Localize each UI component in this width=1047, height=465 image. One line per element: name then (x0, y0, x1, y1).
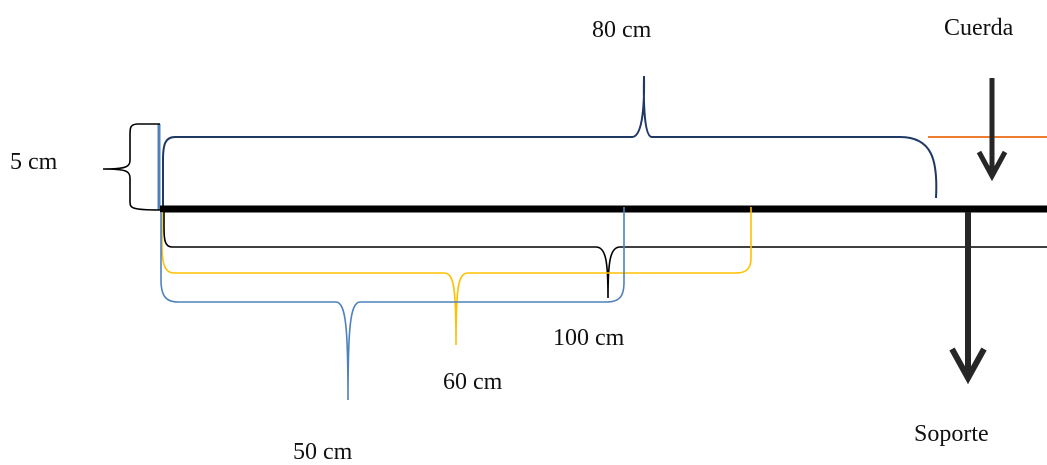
brace-60cm (161, 207, 752, 346)
label-cuerda: Cuerda (944, 15, 1014, 41)
label-5cm: 5 cm (10, 149, 58, 175)
support-arrow (949, 212, 987, 385)
brace-50cm (160, 207, 625, 401)
label-80cm: 80 cm (592, 17, 652, 43)
label-soporte: Soporte (914, 421, 989, 447)
rope-arrow (976, 78, 1008, 182)
brace-100cm (163, 212, 1047, 299)
label-60cm: 60 cm (443, 369, 503, 395)
brace-80cm (162, 75, 938, 206)
label-50cm: 50 cm (293, 439, 353, 465)
label-100cm: 100 cm (553, 325, 625, 351)
brace-5cm (102, 123, 161, 211)
